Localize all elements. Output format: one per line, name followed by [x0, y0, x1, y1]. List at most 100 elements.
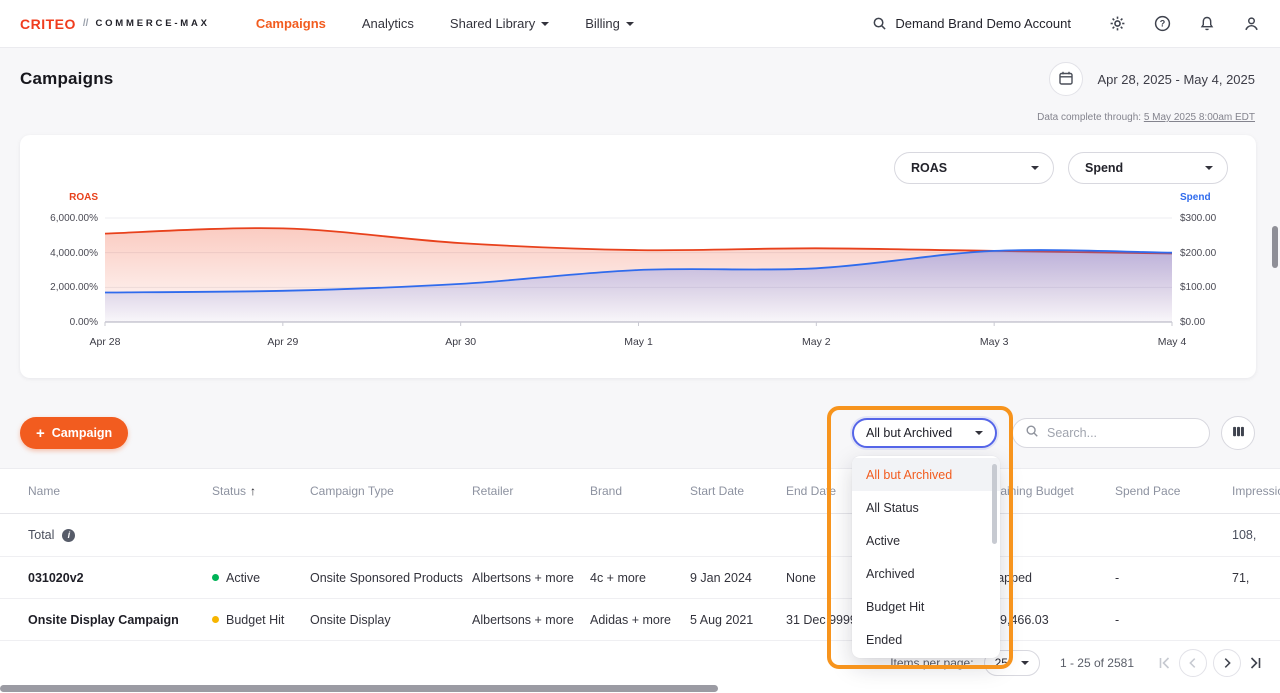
x-tick-label: May 1 — [624, 336, 653, 348]
chevron-down-icon — [1020, 661, 1029, 665]
chevron-down-icon — [1205, 166, 1213, 170]
nav-item-billing[interactable]: Billing — [585, 16, 634, 31]
cell-name: 031020v2 — [28, 570, 84, 585]
column-header-status[interactable]: Status ↑ — [212, 484, 310, 498]
cell-retailer: Albertsons + more — [472, 570, 574, 585]
settings-gear-icon[interactable] — [1109, 15, 1126, 32]
prev-page-button[interactable] — [1179, 649, 1207, 677]
status-dot — [212, 616, 219, 623]
right-metric-select[interactable]: Spend — [1068, 152, 1228, 184]
status-label: Budget Hit — [226, 612, 285, 627]
menu-item-all-but-archived[interactable]: All but Archived — [852, 458, 1000, 491]
calendar-icon — [1058, 70, 1074, 89]
nav-item-label: Billing — [585, 16, 620, 31]
menu-item-archived[interactable]: Archived — [866, 566, 915, 581]
nav-item-label: Analytics — [361, 16, 414, 31]
product-name: COMMERCE-MAX — [95, 18, 210, 29]
date-range[interactable]: Apr 28, 2025 - May 4, 2025 — [1097, 71, 1255, 87]
status-filter-select[interactable]: All but Archived — [852, 418, 997, 448]
page-title: Campaigns — [20, 69, 114, 88]
column-header-impressions[interactable]: Impressions — [1232, 484, 1280, 498]
navbar-right: Demand Brand Demo Account ? — [872, 15, 1260, 32]
campaigns-table: Name Status ↑ Campaign Type Retailer Brand Sta… — [0, 468, 1280, 693]
nav-item-label: Campaigns — [255, 16, 326, 31]
top-navbar: CRITEO // COMMERCE-MAX Campaigns Analytic… — [0, 0, 1280, 48]
vertical-scrollbar-thumb[interactable] — [1272, 226, 1278, 268]
table-row[interactable]: Onsite Display Campaign Budget Hit Onsite … — [0, 599, 1280, 641]
column-header-retailer[interactable]: Retailer — [472, 484, 590, 498]
data-complete-note: Data complete through: 5 May 2025 8:00am… — [1037, 112, 1255, 123]
new-campaign-button[interactable]: + Campaign — [20, 417, 129, 449]
column-header-name[interactable]: Name — [28, 484, 212, 498]
column-header-spend-pace[interactable]: Spend Pace — [1115, 484, 1232, 498]
cell-end-date: None — [786, 570, 816, 585]
nav-item-analytics[interactable]: Analytics — [362, 16, 414, 31]
search-input[interactable] — [1047, 426, 1197, 440]
horizontal-scrollbar-thumb[interactable] — [0, 685, 718, 692]
x-tick-label: Apr 28 — [89, 336, 121, 348]
x-tick-label: May 4 — [1157, 336, 1187, 348]
date-range-control: Apr 28, 2025 - May 4, 2025 — [1049, 62, 1255, 96]
right-metric-value: Spend — [1085, 161, 1124, 175]
calendar-button[interactable] — [1049, 62, 1084, 96]
column-label: Name — [28, 484, 61, 498]
column-header-campaign-type[interactable]: Campaign Type — [310, 484, 472, 498]
column-settings-button[interactable] — [1221, 416, 1255, 450]
menu-item-ended[interactable]: Ended — [866, 632, 903, 647]
menu-item-all-status[interactable]: All Status — [866, 500, 919, 515]
x-tick-label: May 2 — [802, 336, 831, 348]
search-icon — [872, 16, 887, 31]
notifications-bell-icon[interactable] — [1199, 15, 1215, 32]
left-axis-ticks: 6,000.00% 4,000.00% 2,000.00% 0.00% — [20, 135, 98, 335]
column-label: Status — [212, 484, 247, 498]
cell-spend-pace: - — [1115, 612, 1120, 627]
first-page-button[interactable] — [1157, 655, 1173, 671]
table-row[interactable]: 031020v2 Active Onsite Sponsored Products A… — [0, 557, 1280, 599]
chevron-down-icon — [975, 431, 983, 435]
account-name: Demand Brand Demo Account — [895, 16, 1071, 31]
left-metric-value: ROAS — [911, 161, 948, 175]
total-label: Total — [28, 528, 55, 542]
brand-logo[interactable]: CRITEO // COMMERCE-MAX — [20, 16, 210, 32]
logo-separator: // — [82, 18, 89, 29]
cell-name: Onsite Display Campaign — [28, 612, 179, 627]
total-name: Total i — [28, 528, 212, 542]
svg-text:?: ? — [1160, 19, 1166, 29]
profile-icon[interactable] — [1243, 15, 1260, 32]
menu-scrollbar[interactable] — [992, 464, 997, 544]
menu-item-budget-hit[interactable]: Budget Hit — [866, 599, 925, 614]
left-metric-select[interactable]: ROAS — [894, 152, 1054, 184]
last-page-button[interactable] — [1247, 655, 1263, 671]
nav-item-campaigns[interactable]: Campaigns — [256, 16, 326, 31]
cell-brand: Adidas + more — [590, 612, 671, 627]
vertical-scrollbar[interactable] — [1272, 0, 1279, 693]
right-tick-label: $100.00 — [1180, 282, 1217, 294]
cell-status: Budget Hit — [212, 613, 310, 627]
x-tick-label: May 3 — [979, 336, 1009, 348]
x-tick-label: Apr 29 — [267, 336, 299, 348]
right-tick-label: $0.00 — [1180, 317, 1206, 328]
column-label: Campaign Type — [310, 484, 394, 498]
chart-card: ROAS Spend ROAS Spend 6,000.00% 4 — [20, 135, 1256, 378]
menu-item-active[interactable]: Active — [866, 533, 901, 548]
total-row: Total i 108, — [0, 514, 1280, 557]
horizontal-scrollbar[interactable] — [0, 684, 1280, 693]
account-switcher[interactable]: Demand Brand Demo Account — [872, 16, 1071, 31]
column-header-start-date[interactable]: Start Date — [690, 484, 786, 498]
info-icon[interactable]: i — [62, 528, 76, 542]
help-icon[interactable]: ? — [1154, 15, 1171, 32]
right-tick-label: $200.00 — [1180, 247, 1217, 259]
column-header-end-date[interactable]: End Date — [786, 484, 975, 498]
new-campaign-label: Campaign — [51, 426, 113, 440]
cell-campaign-type: Onsite Sponsored Products — [310, 570, 463, 585]
x-tick-label: Apr 30 — [445, 336, 477, 348]
nav-item-shared-library[interactable]: Shared Library — [450, 16, 550, 31]
data-complete-link[interactable]: 5 May 2025 8:00am EDT — [1143, 112, 1255, 123]
left-tick-label: 2,000.00% — [50, 282, 98, 294]
search-icon — [1025, 424, 1039, 443]
primary-nav: Campaigns Analytics Shared Library Billing — [256, 16, 634, 31]
next-page-button[interactable] — [1213, 649, 1241, 677]
columns-icon — [1231, 424, 1246, 442]
column-header-brand[interactable]: Brand — [590, 484, 690, 498]
total-impressions: 108, — [1232, 528, 1257, 542]
